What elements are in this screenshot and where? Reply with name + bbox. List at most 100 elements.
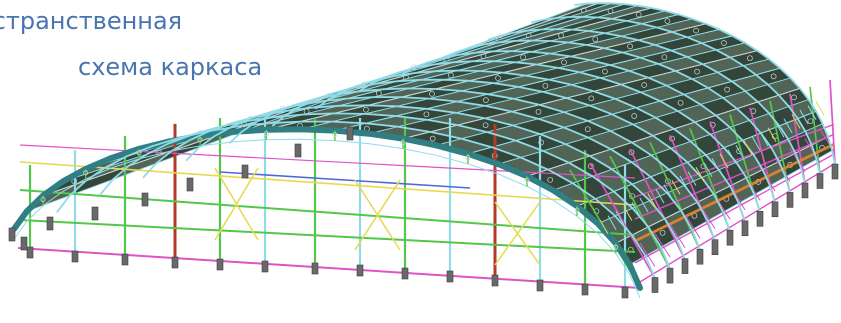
roof-node-circle [429, 91, 435, 97]
side-wall-web [623, 206, 633, 222]
roof-node-circle [538, 139, 545, 146]
side-wall-web [607, 215, 617, 230]
roof-node-circle [770, 73, 777, 80]
support-column [711, 239, 719, 255]
roof-node-circle [628, 149, 635, 156]
roof-node-circle [588, 95, 595, 102]
roof-arches [11, 2, 836, 299]
support-column [696, 248, 704, 265]
support-column [71, 250, 79, 263]
roof-purlin [615, 136, 829, 244]
side-wall-web [759, 131, 769, 147]
roof-node-circle [592, 36, 599, 43]
support-column [741, 220, 749, 237]
side-wall-web [631, 202, 641, 217]
support-column [186, 177, 194, 192]
support-column [401, 267, 409, 280]
roof-node-circle [584, 126, 591, 133]
caption-line-1: остранственная [0, 7, 183, 35]
roof-arch [401, 50, 776, 204]
support-column [786, 192, 794, 208]
front-arch-node-circle [400, 140, 406, 146]
roof-node-circle [627, 43, 633, 50]
support-column [241, 164, 249, 179]
side-wall-web [743, 140, 753, 156]
side-wall-web [687, 171, 697, 186]
front-blue-brace [219, 171, 471, 189]
roof-arch [142, 104, 686, 261]
roof-node-circle [747, 55, 753, 62]
side-wall-web [767, 127, 777, 142]
support-column [171, 256, 179, 269]
side-wall-web [727, 149, 737, 164]
side-wall-diagonal [654, 233, 671, 258]
roof-node-circle [547, 176, 554, 183]
side-wall-web [719, 153, 729, 169]
roof-node-circle [635, 11, 642, 18]
roof-arch [56, 120, 656, 280]
side-wall-web [599, 219, 609, 235]
support-column [216, 258, 224, 271]
roof-node-circle [659, 229, 666, 236]
support-column [816, 173, 824, 189]
roof-node-circle [724, 86, 730, 93]
support-column [91, 206, 99, 221]
support-column [536, 279, 544, 292]
side-wall-web [775, 122, 785, 138]
side-wall-diagonal [684, 214, 701, 239]
support-column [20, 236, 28, 251]
side-wall-web [639, 197, 649, 213]
side-wall-web [695, 166, 705, 182]
roof-arch [272, 78, 731, 233]
front-arch-node-circle [197, 137, 203, 143]
side-wall-diagonal [699, 204, 716, 229]
roof-purlin [467, 67, 781, 155]
front-arch-node-circle [83, 170, 89, 176]
front-arch-node-circle [136, 150, 142, 156]
side-wall-web [647, 193, 657, 208]
side-wall-girt [634, 133, 835, 220]
front-wall-x-brace [354, 179, 401, 251]
roof-node-circle [661, 54, 668, 61]
roof-node-circle [602, 68, 608, 75]
support-column [446, 270, 454, 283]
support-column [666, 267, 674, 284]
side-wall-diagonal [804, 138, 821, 163]
side-wall-web [751, 136, 761, 151]
support-column [261, 260, 269, 273]
roof-arch [99, 112, 671, 270]
side-wall-web [735, 144, 745, 160]
side-wall-web [663, 184, 673, 200]
roof-arch [315, 69, 746, 223]
side-wall-web [807, 105, 817, 120]
roof-node-circle [483, 97, 489, 103]
front-arch-node-circle [465, 155, 471, 161]
roof-node-circle [631, 113, 638, 119]
roof-node-circle [520, 54, 526, 61]
roof-node-circle [791, 94, 797, 101]
support-column [491, 274, 499, 287]
front-arch-node-circle [40, 197, 46, 203]
front-wall-girt [19, 189, 636, 236]
roof-node-circle [721, 40, 727, 46]
side-wall-web [655, 188, 665, 204]
support-column [651, 277, 659, 293]
support-column [756, 211, 764, 227]
front-arch-node-circle [332, 132, 338, 138]
side-wall-web [791, 114, 801, 129]
support-column [141, 192, 149, 207]
roof-node-circle [482, 122, 489, 129]
support-columns [8, 126, 839, 299]
roof-arch [487, 28, 806, 185]
side-wall-web [783, 118, 793, 134]
support-column [771, 201, 779, 218]
roof-purlin [526, 87, 801, 177]
side-wall-web [615, 210, 625, 226]
roof-node-circle [664, 18, 671, 24]
roof-node-circle [677, 99, 684, 106]
front-arch-node-circle [263, 131, 269, 137]
support-column [46, 216, 54, 231]
side-wall-web [703, 162, 713, 178]
roof-node-circle [807, 118, 814, 125]
roof-node-circle [561, 59, 567, 66]
